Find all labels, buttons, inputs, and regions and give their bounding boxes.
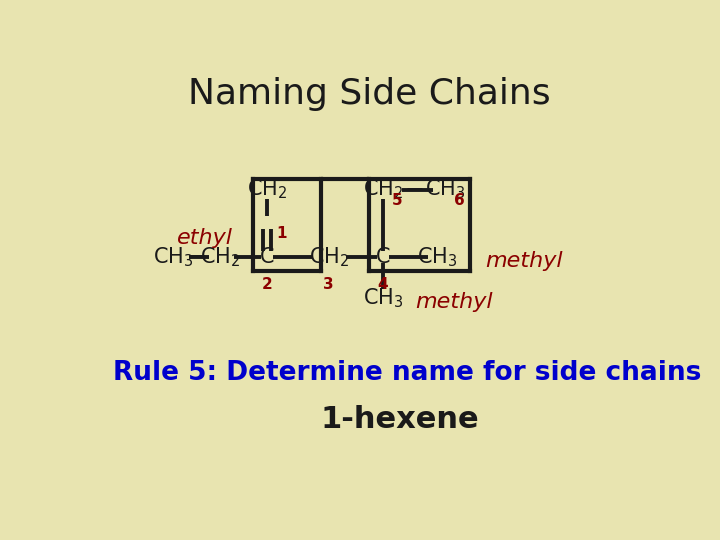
Text: 1: 1	[276, 226, 287, 241]
Text: Naming Side Chains: Naming Side Chains	[188, 77, 550, 111]
Text: ethyl: ethyl	[177, 228, 233, 248]
Text: methyl: methyl	[415, 292, 493, 312]
Text: CH$_2$: CH$_2$	[246, 178, 287, 201]
Text: 5: 5	[392, 193, 403, 208]
Text: CH$_2$: CH$_2$	[200, 246, 240, 269]
Text: 1-hexene: 1-hexene	[320, 404, 480, 434]
Text: 6: 6	[454, 193, 465, 208]
Text: 4: 4	[377, 278, 388, 292]
Text: C: C	[376, 247, 390, 267]
Text: methyl: methyl	[485, 251, 563, 271]
Text: −: −	[404, 178, 424, 201]
Text: C: C	[259, 247, 274, 267]
Text: CH$_3$: CH$_3$	[363, 286, 403, 310]
Text: CH$_2$: CH$_2$	[363, 178, 403, 201]
Text: CH$_3$: CH$_3$	[425, 178, 465, 201]
Text: 2: 2	[261, 278, 272, 292]
Text: CH$_3$: CH$_3$	[153, 246, 194, 269]
Text: CH$_3$: CH$_3$	[417, 246, 457, 269]
Text: 3: 3	[323, 278, 334, 292]
Text: Rule 5: Determine name for side chains: Rule 5: Determine name for side chains	[113, 360, 701, 386]
Text: −: −	[187, 245, 207, 269]
Text: CH$_2$: CH$_2$	[309, 246, 349, 269]
